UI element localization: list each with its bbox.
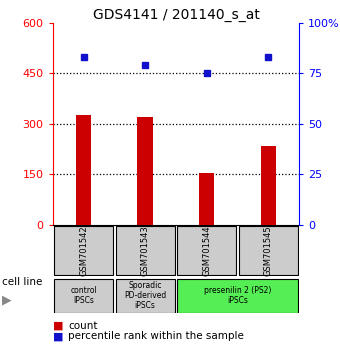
- Text: percentile rank within the sample: percentile rank within the sample: [68, 331, 244, 341]
- Text: presenilin 2 (PS2)
iPSCs: presenilin 2 (PS2) iPSCs: [204, 286, 271, 305]
- Text: ▶: ▶: [2, 293, 11, 307]
- Text: count: count: [68, 321, 98, 331]
- Bar: [261, 146, 276, 225]
- Text: GSM701544: GSM701544: [202, 225, 211, 276]
- Bar: [177, 279, 298, 313]
- Title: GDS4141 / 201140_s_at: GDS4141 / 201140_s_at: [92, 8, 259, 22]
- Bar: [177, 226, 236, 275]
- Text: ■: ■: [53, 331, 63, 341]
- Text: control
IPSCs: control IPSCs: [70, 286, 97, 305]
- Bar: [137, 117, 153, 225]
- Bar: [116, 279, 175, 313]
- Bar: [116, 226, 175, 275]
- Bar: [76, 115, 91, 225]
- Bar: [199, 173, 215, 225]
- Text: cell line: cell line: [2, 277, 42, 287]
- Text: GSM701542: GSM701542: [79, 225, 88, 276]
- Text: ■: ■: [53, 321, 63, 331]
- Text: Sporadic
PD-derived
iPSCs: Sporadic PD-derived iPSCs: [124, 281, 166, 310]
- Text: GSM701543: GSM701543: [141, 225, 150, 276]
- Bar: [54, 226, 113, 275]
- Text: GSM701545: GSM701545: [264, 225, 273, 276]
- Bar: [239, 226, 298, 275]
- Bar: [54, 279, 113, 313]
